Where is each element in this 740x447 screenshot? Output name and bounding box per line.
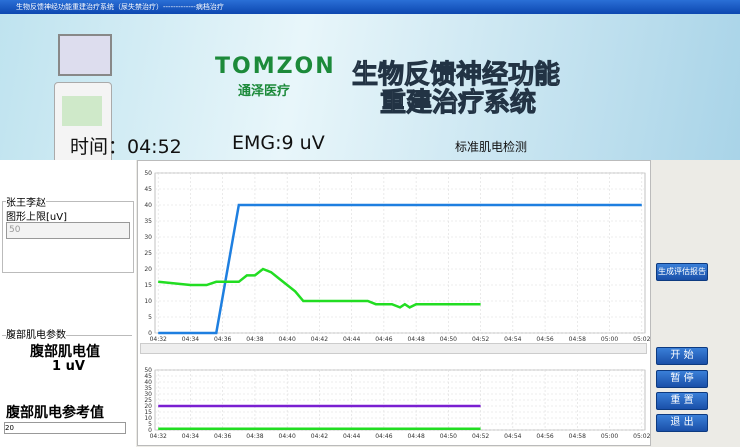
x-tick-label: 04:38 bbox=[246, 336, 263, 343]
start-button[interactable]: 开 始 bbox=[656, 347, 708, 365]
y-tick-label: 35 bbox=[144, 218, 152, 225]
emg-value: 1 uV bbox=[52, 359, 85, 374]
y-tick-label: 40 bbox=[144, 202, 152, 209]
banner: TOMZON 通泽医疗 生物反馈神经功能 重建治疗系统 时间：04:52 EMG… bbox=[0, 14, 740, 174]
y-tick-label: 25 bbox=[144, 397, 152, 404]
x-tick-label: 04:50 bbox=[440, 336, 457, 343]
x-tick-label: 04:48 bbox=[407, 336, 424, 343]
x-tick-label: 04:38 bbox=[246, 433, 263, 440]
x-tick-label: 04:48 bbox=[407, 433, 424, 440]
logo: TOMZON bbox=[215, 54, 336, 79]
patient-name: 张王李赵 bbox=[6, 194, 46, 209]
ref-label: 腹部肌电参考值 bbox=[6, 405, 104, 421]
left-panel: 张王李赵 图形上限[uV] 50 腹部肌电参数 腹部肌电值 1 uV 腹部肌电参… bbox=[0, 160, 136, 447]
title-bar: 生物反馈神经功能重建治疗系统（尿失禁治疗）-------------病档治疗 bbox=[0, 0, 740, 14]
reset-button[interactable]: 重 置 bbox=[656, 392, 708, 410]
y-tick-label: 0 bbox=[148, 427, 152, 434]
y-tick-label: 5 bbox=[148, 314, 152, 321]
x-tick-label: 04:44 bbox=[343, 336, 360, 343]
x-tick-label: 04:40 bbox=[279, 433, 296, 440]
time-display: 时间：04:52 bbox=[70, 136, 182, 158]
system-title: 生物反馈神经功能 bbox=[351, 60, 561, 91]
x-tick-label: 04:34 bbox=[182, 336, 199, 343]
y-tick-label: 10 bbox=[144, 298, 152, 305]
y-tick-label: 20 bbox=[144, 403, 152, 410]
x-tick-label: 04:56 bbox=[536, 336, 553, 343]
exit-button[interactable]: 退 出 bbox=[656, 414, 708, 432]
y-tick-label: 30 bbox=[144, 391, 152, 398]
x-tick-label: 04:42 bbox=[311, 433, 328, 440]
y-tick-label: 45 bbox=[144, 186, 152, 193]
x-tick-label: 04:46 bbox=[375, 433, 392, 440]
emg-group bbox=[2, 335, 132, 446]
x-tick-label: 04:32 bbox=[150, 433, 167, 440]
x-tick-label: 04:34 bbox=[182, 433, 199, 440]
x-tick-label: 05:00 bbox=[601, 336, 618, 343]
y-tick-label: 15 bbox=[144, 409, 152, 416]
y-tick-label: 10 bbox=[144, 415, 152, 422]
y-tick-label: 0 bbox=[148, 330, 152, 337]
limit-label: 图形上限[uV] bbox=[6, 212, 67, 223]
emg-label: 腹部肌电值 bbox=[30, 344, 100, 360]
scrollbar[interactable] bbox=[140, 343, 647, 354]
x-tick-label: 04:56 bbox=[536, 433, 553, 440]
y-tick-label: 5 bbox=[148, 421, 152, 428]
group-title: 腹部肌电参数 bbox=[6, 326, 66, 341]
report-button[interactable]: 生成评估报告 bbox=[656, 263, 708, 281]
x-tick-label: 05:02 bbox=[633, 433, 650, 440]
x-tick-label: 05:00 bbox=[601, 433, 618, 440]
x-tick-label: 04:52 bbox=[472, 336, 489, 343]
y-tick-label: 25 bbox=[144, 250, 152, 257]
x-tick-label: 04:40 bbox=[279, 336, 296, 343]
y-tick-label: 20 bbox=[144, 266, 152, 273]
x-tick-label: 04:50 bbox=[440, 433, 457, 440]
pause-button[interactable]: 暂 停 bbox=[656, 370, 708, 388]
system-title: 重建治疗系统 bbox=[379, 88, 537, 119]
limit-dropdown[interactable]: 50 bbox=[6, 222, 130, 239]
emg-display: EMG:9 uV bbox=[232, 132, 325, 154]
x-tick-label: 04:32 bbox=[150, 336, 167, 343]
data-line bbox=[158, 267, 481, 309]
device-image bbox=[40, 34, 120, 184]
y-tick-label: 50 bbox=[144, 367, 152, 374]
window-title: 生物反馈神经功能重建治疗系统（尿失禁治疗）-------------病档治疗 bbox=[16, 3, 224, 11]
y-tick-label: 40 bbox=[144, 379, 152, 386]
x-tick-label: 04:44 bbox=[343, 433, 360, 440]
data-line bbox=[158, 203, 642, 335]
x-tick-label: 04:58 bbox=[569, 433, 586, 440]
y-tick-label: 30 bbox=[144, 234, 152, 241]
x-tick-label: 04:52 bbox=[472, 433, 489, 440]
x-tick-label: 04:46 bbox=[375, 336, 392, 343]
y-tick-label: 35 bbox=[144, 385, 152, 392]
x-tick-label: 04:54 bbox=[504, 336, 521, 343]
y-tick-label: 50 bbox=[144, 170, 152, 177]
patient-group bbox=[2, 201, 134, 273]
x-tick-label: 04:58 bbox=[569, 336, 586, 343]
mode-label: 标准肌电检测 bbox=[455, 140, 528, 154]
x-tick-label: 04:36 bbox=[214, 336, 231, 343]
ref-input[interactable]: 20 bbox=[4, 422, 126, 434]
x-tick-label: 05:02 bbox=[633, 336, 650, 343]
logo-cn: 通泽医疗 bbox=[238, 84, 291, 99]
x-tick-label: 04:42 bbox=[311, 336, 328, 343]
x-tick-label: 04:36 bbox=[214, 433, 231, 440]
x-tick-label: 04:54 bbox=[504, 433, 521, 440]
y-tick-label: 45 bbox=[144, 373, 152, 380]
y-tick-label: 15 bbox=[144, 282, 152, 289]
